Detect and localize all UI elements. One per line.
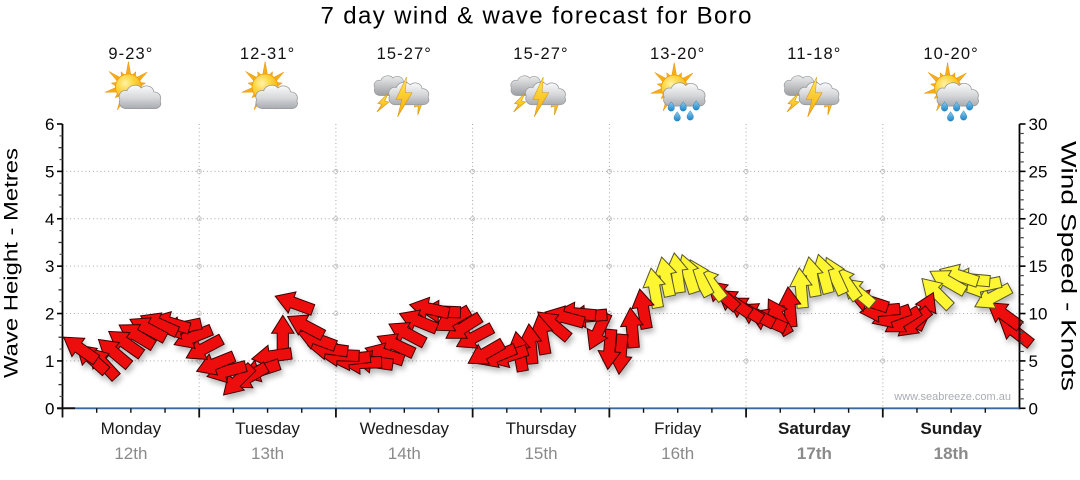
svg-text:3: 3 <box>45 257 54 276</box>
svg-text:10: 10 <box>1029 305 1048 324</box>
svg-text:Wave Height - Metres: Wave Height - Metres <box>2 148 23 378</box>
svg-text:5: 5 <box>45 162 54 181</box>
svg-text:Saturday: Saturday <box>778 419 851 438</box>
svg-text:12-31°: 12-31° <box>240 45 295 63</box>
svg-text:10-20°: 10-20° <box>923 45 978 63</box>
svg-text:5: 5 <box>1029 352 1038 371</box>
svg-text:Monday: Monday <box>101 419 162 438</box>
svg-text:1: 1 <box>45 352 54 371</box>
svg-text:7 day wind & wave forecast for: 7 day wind & wave forecast for Boro <box>321 3 752 30</box>
svg-text:16th: 16th <box>661 444 694 463</box>
svg-text:2: 2 <box>45 305 54 324</box>
svg-text:13th: 13th <box>251 444 284 463</box>
svg-text:www.seabreeze.com.au: www.seabreeze.com.au <box>893 391 1011 403</box>
svg-text:14th: 14th <box>388 444 421 463</box>
svg-text:Sunday: Sunday <box>920 419 982 438</box>
svg-text:25: 25 <box>1029 162 1048 181</box>
svg-text:15-27°: 15-27° <box>513 45 568 63</box>
svg-text:Tuesday: Tuesday <box>235 419 300 438</box>
svg-text:20: 20 <box>1029 210 1048 229</box>
svg-text:15th: 15th <box>524 444 557 463</box>
svg-text:0: 0 <box>1029 399 1038 418</box>
svg-text:15-27°: 15-27° <box>377 45 432 63</box>
svg-text:30: 30 <box>1029 115 1048 134</box>
svg-text:9-23°: 9-23° <box>108 45 153 63</box>
svg-text:Wednesday: Wednesday <box>360 419 450 438</box>
svg-text:13-20°: 13-20° <box>650 45 705 63</box>
svg-text:0: 0 <box>45 399 54 418</box>
svg-text:18th: 18th <box>934 444 969 463</box>
svg-text:Friday: Friday <box>654 419 702 438</box>
svg-text:12th: 12th <box>114 444 147 463</box>
svg-text:Thursday: Thursday <box>506 419 577 438</box>
svg-text:Wind Speed - Knots: Wind Speed - Knots <box>1057 141 1080 391</box>
svg-text:4: 4 <box>45 210 54 229</box>
svg-text:11-18°: 11-18° <box>787 45 841 63</box>
svg-text:6: 6 <box>45 115 54 134</box>
svg-text:17th: 17th <box>797 444 832 463</box>
svg-text:15: 15 <box>1029 257 1048 276</box>
